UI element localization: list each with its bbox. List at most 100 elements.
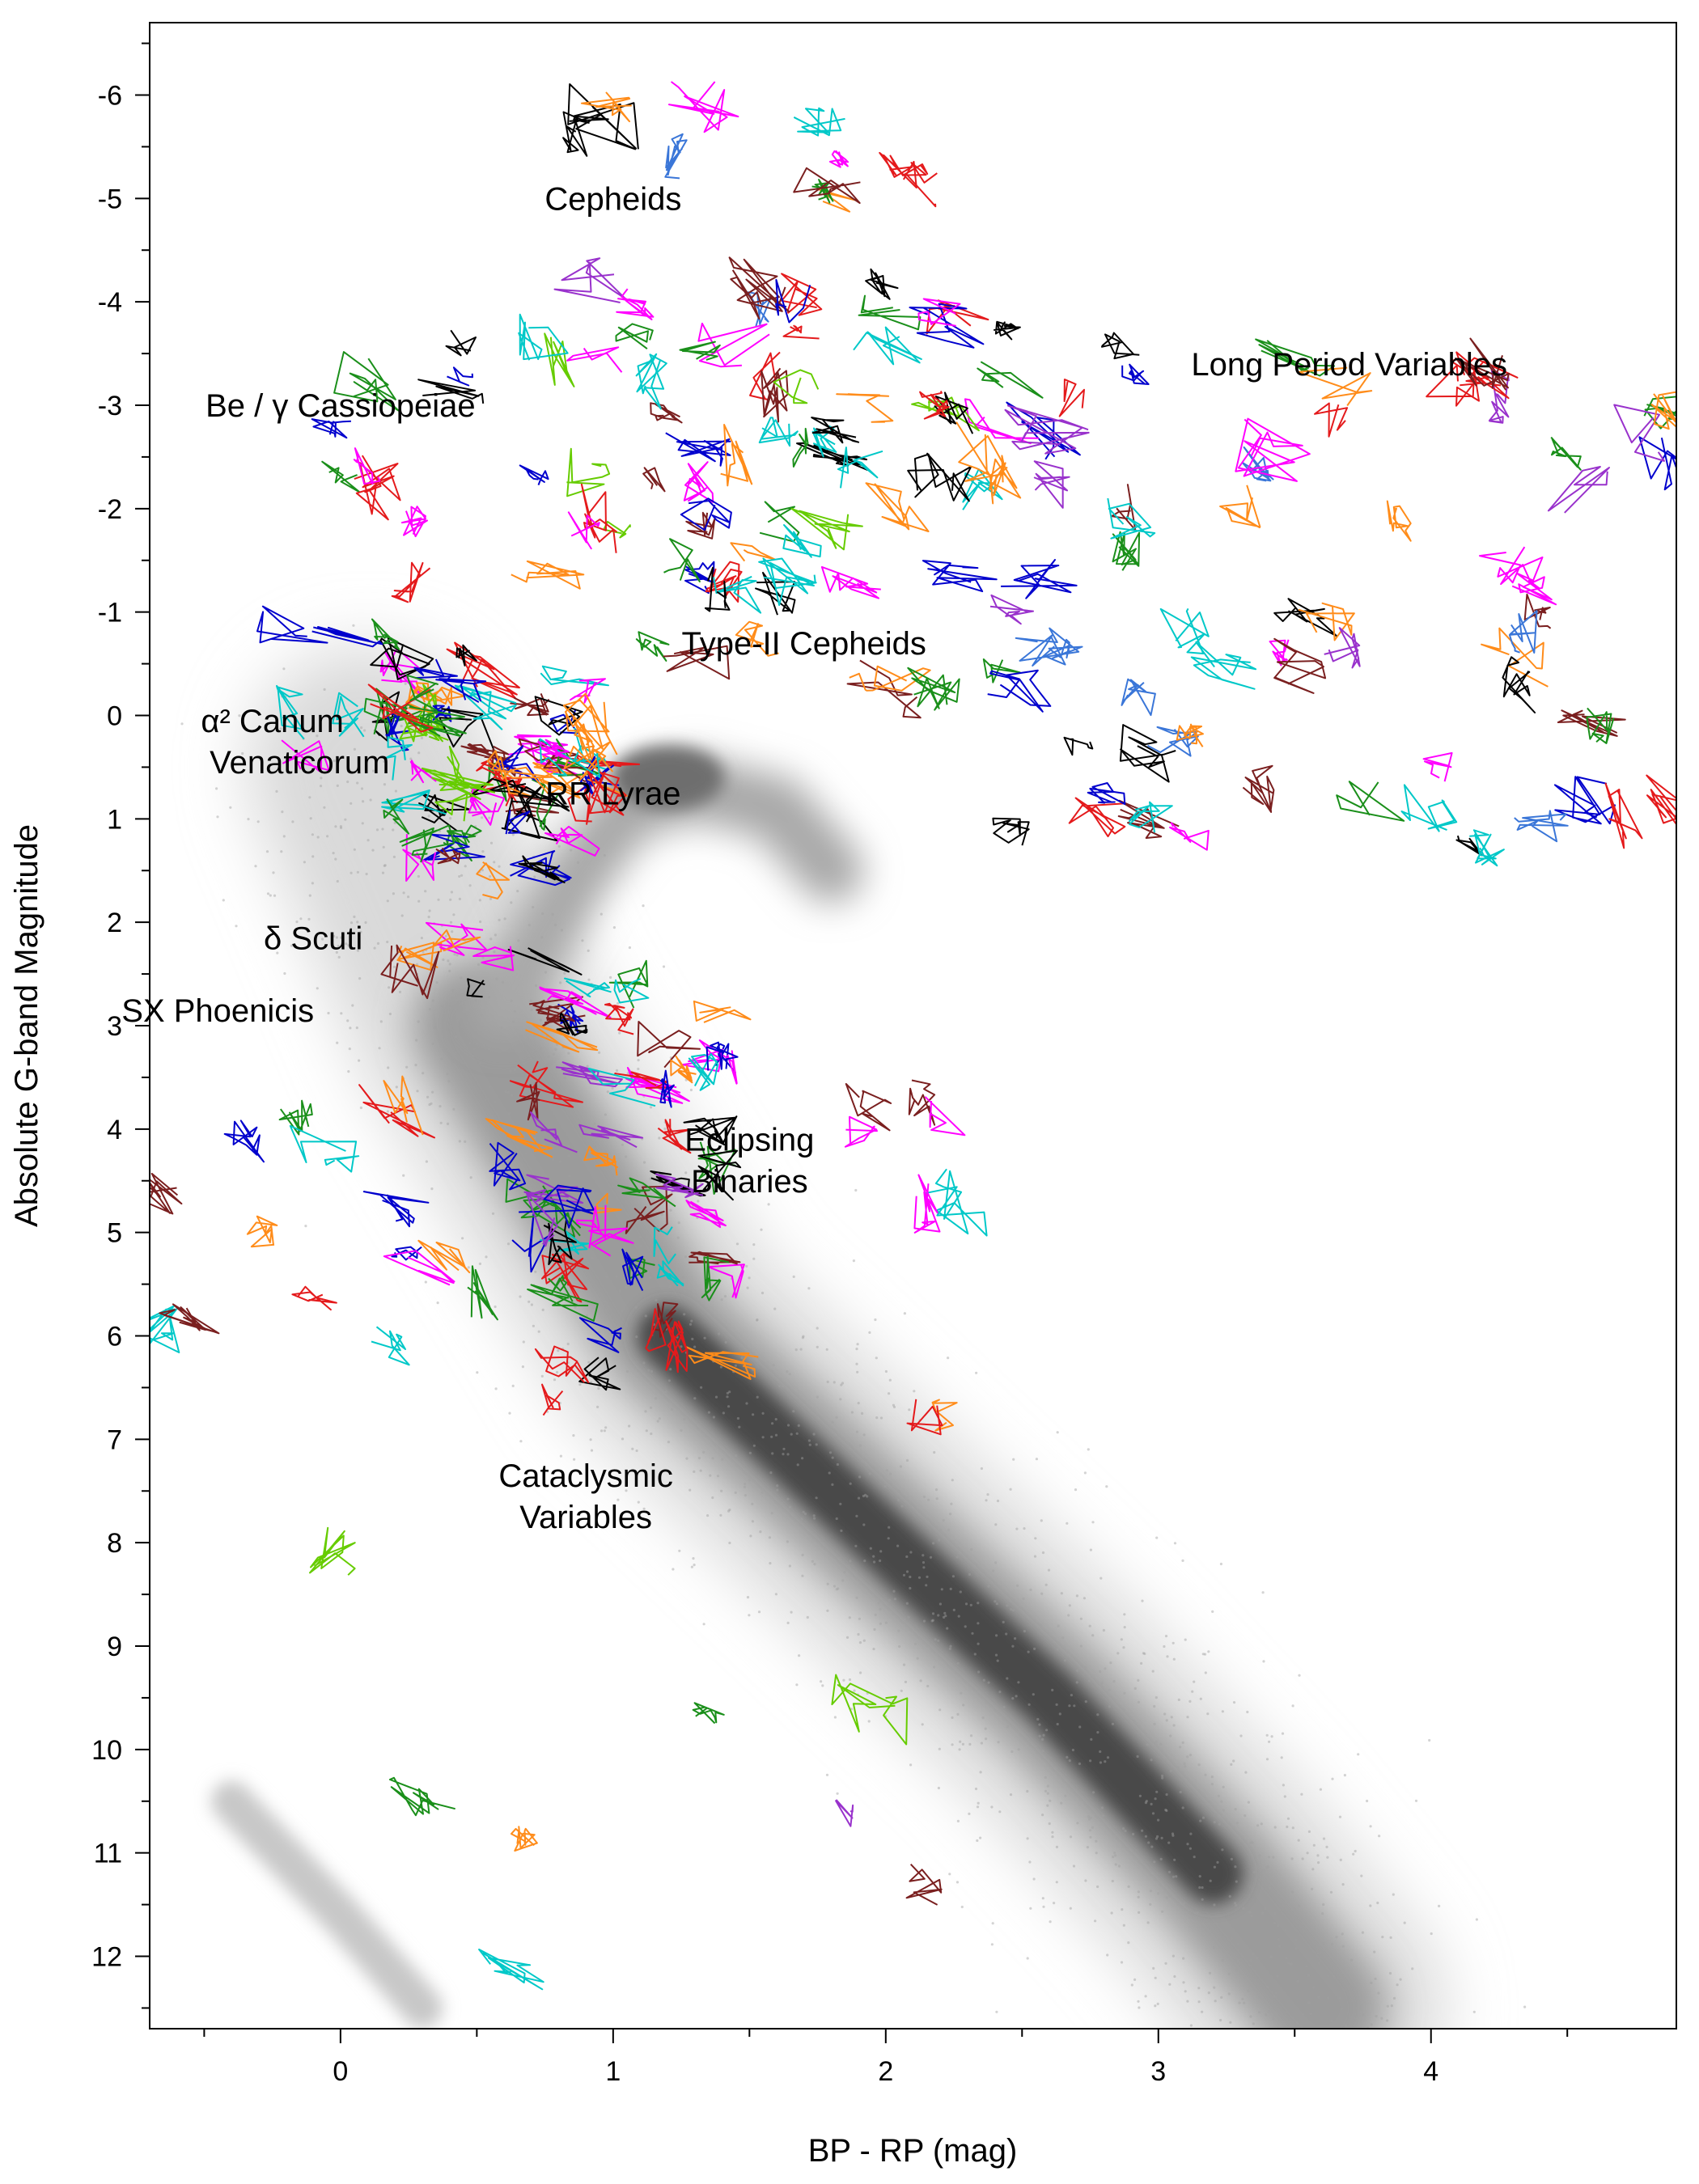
density-speck	[621, 1309, 624, 1313]
annotation-label: Binaries	[691, 1164, 808, 1200]
density-speck	[1087, 1679, 1091, 1682]
density-speck	[693, 1564, 696, 1567]
density-speck	[720, 1489, 723, 1492]
density-speck	[683, 1313, 686, 1316]
density-speck	[373, 946, 376, 950]
track	[931, 1399, 958, 1432]
density-speck	[1305, 1965, 1308, 1968]
density-speck	[986, 1493, 989, 1496]
density-speck	[688, 1488, 692, 1492]
track	[544, 825, 600, 857]
density-speck	[539, 1047, 543, 1050]
density-speck	[637, 1059, 640, 1062]
density-speck	[1222, 1809, 1225, 1812]
density-speck	[728, 1508, 731, 1512]
density-speck	[816, 1327, 819, 1330]
density-speck	[916, 1657, 919, 1660]
density-speck	[1033, 1647, 1036, 1650]
density-speck	[554, 1048, 557, 1051]
density-speck	[690, 1565, 694, 1568]
density-speck	[1376, 1901, 1379, 1905]
density-speck	[815, 1443, 818, 1446]
density-speck	[573, 1458, 576, 1461]
density-speck	[756, 1395, 759, 1399]
density-speck	[1306, 1852, 1309, 1855]
density-speck	[1263, 1998, 1266, 2001]
density-speck	[478, 899, 481, 902]
track	[1004, 404, 1090, 455]
density-speck	[608, 1192, 611, 1196]
density-speck	[1022, 1597, 1025, 1601]
density-speck	[1154, 1797, 1157, 1801]
track	[421, 767, 496, 800]
density-speck	[1017, 1728, 1020, 1731]
density-speck	[1198, 1886, 1201, 1890]
density-speck	[275, 789, 278, 794]
white-dwarf-sequence	[211, 1780, 443, 2029]
density-speck	[541, 1308, 544, 1311]
density-speck	[544, 971, 548, 974]
track	[281, 739, 330, 772]
density-speck	[1322, 1942, 1326, 1945]
density-speck	[676, 1236, 680, 1239]
density-speck	[934, 1638, 937, 1641]
track	[625, 1185, 673, 1234]
density-speck	[1034, 1537, 1037, 1540]
density-speck	[1414, 1799, 1418, 1802]
density-speck	[353, 747, 356, 751]
density-speck	[533, 1136, 536, 1140]
density-speck	[1276, 2011, 1279, 2014]
density-speck	[430, 1187, 434, 1191]
track	[728, 256, 790, 313]
density-speck	[1014, 1637, 1017, 1640]
density-speck	[1099, 1761, 1102, 1764]
track	[276, 684, 305, 740]
track	[566, 346, 623, 373]
density-speck	[1173, 1542, 1177, 1545]
density-speck	[308, 796, 311, 799]
track	[567, 83, 639, 150]
density-speck	[642, 1161, 646, 1164]
density-speck	[468, 1042, 472, 1045]
density-speck	[752, 1257, 756, 1260]
density-speck	[404, 682, 407, 686]
density-speck	[1106, 1756, 1110, 1759]
density-speck	[336, 1041, 339, 1044]
density-speck	[1269, 1955, 1273, 1958]
density-speck	[914, 1631, 917, 1634]
density-speck	[869, 1547, 872, 1550]
track	[793, 167, 861, 204]
density-speck	[835, 1416, 838, 1419]
density-speck	[808, 1443, 811, 1446]
density-speck	[796, 1463, 799, 1467]
density-speck	[1411, 1967, 1414, 1970]
density-speck	[938, 1747, 941, 1750]
density-speck	[1026, 1789, 1029, 1793]
density-speck	[639, 1244, 642, 1247]
density-speck	[494, 1305, 497, 1309]
density-speck	[1048, 1822, 1051, 1826]
density-speck	[1150, 1759, 1153, 1762]
density-speck	[1221, 1710, 1224, 1713]
density-speck	[1252, 2022, 1255, 2025]
track	[650, 402, 683, 424]
main-sequence-core	[637, 1306, 1244, 1904]
density-speck	[855, 1514, 858, 1517]
density-speck	[494, 933, 498, 937]
density-speck	[693, 1470, 696, 1473]
density-speck	[435, 981, 439, 984]
density-speck	[1247, 1989, 1250, 1992]
track	[655, 1173, 704, 1199]
density-speck	[1182, 1981, 1185, 1984]
density-speck	[825, 1348, 828, 1351]
density-speck	[668, 1255, 672, 1259]
density-speck	[1095, 1852, 1098, 1855]
density-speck	[1316, 1854, 1320, 1857]
density-speck	[1127, 1941, 1130, 1945]
density-speck	[1230, 1937, 1233, 1941]
annotation-label: α² Canum	[201, 704, 344, 739]
track	[1298, 602, 1355, 641]
density-speck	[340, 936, 343, 939]
density-speck	[760, 1228, 763, 1231]
density-speck	[815, 1496, 818, 1500]
